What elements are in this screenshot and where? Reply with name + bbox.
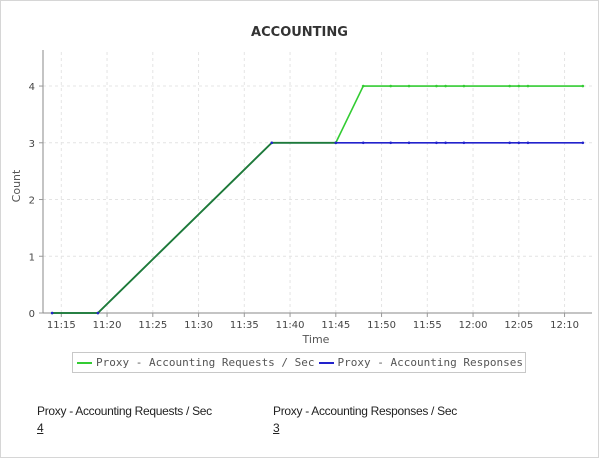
x-tick-label: 11:25 xyxy=(138,320,167,331)
x-tick-label: 11:55 xyxy=(413,320,442,331)
chart-legend: Proxy - Accounting Requests / Sec Proxy … xyxy=(72,352,526,373)
series-group xyxy=(50,84,585,315)
series-point-responses[interactable] xyxy=(50,311,54,315)
series-point-requests[interactable] xyxy=(508,84,511,88)
series-point-requests[interactable] xyxy=(462,84,466,88)
series-point-requests[interactable] xyxy=(407,84,411,88)
series-overlap-line xyxy=(52,141,336,314)
series-point-responses[interactable] xyxy=(96,311,100,315)
series-point-responses[interactable] xyxy=(508,141,511,145)
chart-title: ACCOUNTING xyxy=(251,25,348,40)
series-point-responses[interactable] xyxy=(361,141,365,145)
y-tick-label: 2 xyxy=(29,196,35,207)
x-tick-label: 11:40 xyxy=(276,320,305,331)
series-point-requests[interactable] xyxy=(389,84,393,88)
axes xyxy=(42,50,592,314)
series-point-responses[interactable] xyxy=(389,141,393,145)
stat-responses-value[interactable]: 3 xyxy=(273,421,280,435)
x-tick-label: 11:15 xyxy=(47,320,76,331)
legend-label-requests: Proxy - Accounting Requests / Sec xyxy=(96,356,315,369)
series-point-responses[interactable] xyxy=(462,141,466,145)
x-tick-label: 11:30 xyxy=(184,320,213,331)
series-line-responses xyxy=(52,141,583,314)
series-point-requests[interactable] xyxy=(361,84,365,88)
series-point-responses[interactable] xyxy=(270,141,274,145)
series-point-responses[interactable] xyxy=(334,141,338,145)
series-point-responses[interactable] xyxy=(526,141,530,145)
legend-swatch-responses xyxy=(318,361,334,364)
stat-responses-label: Proxy - Accounting Responses / Sec xyxy=(273,404,457,418)
y-tick-label: 4 xyxy=(29,82,35,93)
y-axis-ticks: 0 1 2 3 4 xyxy=(29,82,43,320)
series-point-requests[interactable] xyxy=(435,84,438,88)
series-point-responses[interactable] xyxy=(435,141,438,145)
x-tick-label: 11:45 xyxy=(321,320,350,331)
grid xyxy=(43,52,592,313)
x-tick-label: 12:10 xyxy=(550,320,579,331)
series-point-responses[interactable] xyxy=(517,141,521,145)
series-point-requests[interactable] xyxy=(517,84,521,88)
y-tick-label: 3 xyxy=(29,139,35,150)
legend-entry-responses[interactable]: Proxy - Accounting Responses / Sec xyxy=(318,356,525,369)
legend-entry-requests[interactable]: Proxy - Accounting Requests / Sec xyxy=(77,356,315,369)
stat-requests-value[interactable]: 4 xyxy=(37,421,44,435)
x-tick-label: 12:00 xyxy=(459,320,488,331)
series-point-responses[interactable] xyxy=(407,141,411,145)
series-point-requests[interactable] xyxy=(526,84,530,88)
x-tick-label: 11:35 xyxy=(230,320,259,331)
series-point-responses[interactable] xyxy=(444,141,447,145)
legend-label-responses: Proxy - Accounting Responses / Sec xyxy=(337,356,525,369)
series-point-requests[interactable] xyxy=(444,84,447,88)
y-tick-label: 1 xyxy=(29,252,35,263)
stat-requests-label: Proxy - Accounting Requests / Sec xyxy=(37,404,212,418)
x-tick-label: 12:05 xyxy=(504,320,533,331)
x-axis-ticks: 11:15 11:20 11:25 11:30 11:35 11:40 11:45 11:50… xyxy=(47,313,579,331)
x-tick-label: 11:20 xyxy=(93,320,122,331)
y-axis-label: Count xyxy=(10,169,23,202)
x-axis-label: Time xyxy=(302,333,330,346)
series-point-responses[interactable] xyxy=(581,141,585,145)
stat-requests: Proxy - Accounting Requests / Sec 4 xyxy=(37,404,212,435)
stat-responses: Proxy - Accounting Responses / Sec 3 xyxy=(273,404,457,435)
legend-swatch-requests xyxy=(77,361,92,364)
series-point-requests[interactable] xyxy=(581,84,585,88)
y-tick-label: 0 xyxy=(29,309,35,320)
x-tick-label: 11:50 xyxy=(367,320,396,331)
